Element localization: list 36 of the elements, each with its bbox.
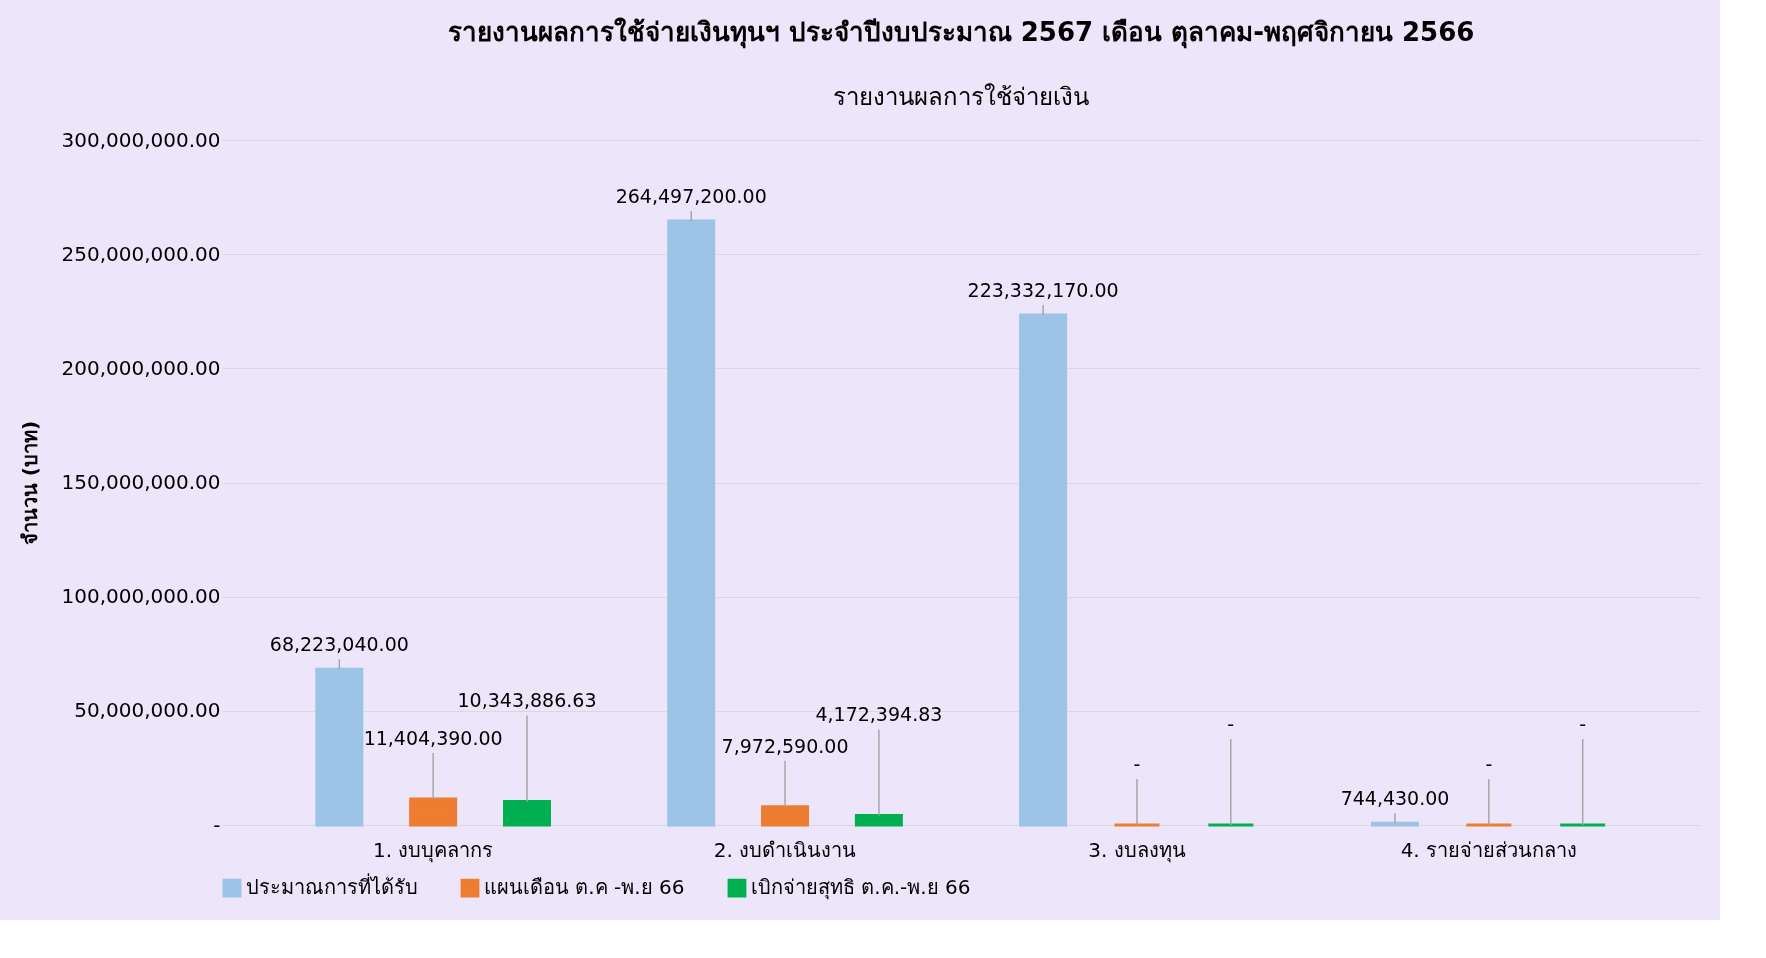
data-label: - bbox=[1579, 713, 1587, 735]
y-tick-label: 300,000,000.00 bbox=[61, 127, 221, 152]
bar bbox=[761, 805, 810, 827]
y-axis-title: จำนวน (บาท) bbox=[18, 420, 43, 546]
x-tick-label: 4. รายจ่ายส่วนกลาง bbox=[1400, 837, 1578, 862]
data-label: 11,404,390.00 bbox=[363, 726, 503, 749]
y-tick-label: 200,000,000.00 bbox=[61, 355, 221, 380]
chart-subtitle: รายงานผลการใช้จ่ายเงิน bbox=[833, 83, 1089, 111]
chart-title: รายงานผลการใช้จ่ายเงินทุนฯ ประจำปีงบประมาณ 2567 เดือน ตุลาคม-พฤศจิกายน 2566 bbox=[447, 17, 1475, 49]
bar bbox=[854, 813, 903, 827]
legend-label: ประมาณการที่ได้รับ bbox=[246, 873, 418, 900]
bar bbox=[502, 799, 551, 827]
x-tick-label: 3. งบลงทุน bbox=[1088, 837, 1186, 863]
data-label: 264,497,200.00 bbox=[615, 185, 767, 208]
bar bbox=[1019, 313, 1068, 827]
data-label: 223,332,170.00 bbox=[967, 279, 1119, 302]
data-label: 7,972,590.00 bbox=[721, 734, 849, 757]
y-tick-label: 250,000,000.00 bbox=[61, 241, 221, 266]
legend-label: แผนเดือน ต.ค -พ.ย 66 bbox=[484, 875, 685, 900]
data-label: - bbox=[1133, 753, 1141, 775]
y-tick-label: 50,000,000.00 bbox=[74, 698, 221, 723]
y-tick-label: 100,000,000.00 bbox=[61, 584, 221, 609]
data-label: - bbox=[1227, 713, 1235, 735]
data-label: 4,172,394.83 bbox=[815, 703, 943, 726]
bar bbox=[409, 797, 458, 827]
x-tick-label: 2. งบดำเนินงาน bbox=[713, 837, 857, 862]
legend-label: เบิกจ่ายสุทธิ ต.ค.-พ.ย 66 bbox=[751, 875, 971, 901]
data-label: 68,223,040.00 bbox=[269, 633, 409, 656]
data-label: - bbox=[1485, 753, 1493, 775]
bar bbox=[315, 667, 364, 827]
bar bbox=[667, 219, 716, 827]
data-label: 10,343,886.63 bbox=[457, 689, 597, 712]
x-tick-label: 1. งบบุคลากร bbox=[372, 837, 494, 863]
y-tick-label: 150,000,000.00 bbox=[61, 470, 221, 494]
y-tick-label: - bbox=[213, 812, 221, 837]
data-label: 744,430.00 bbox=[1340, 787, 1450, 810]
